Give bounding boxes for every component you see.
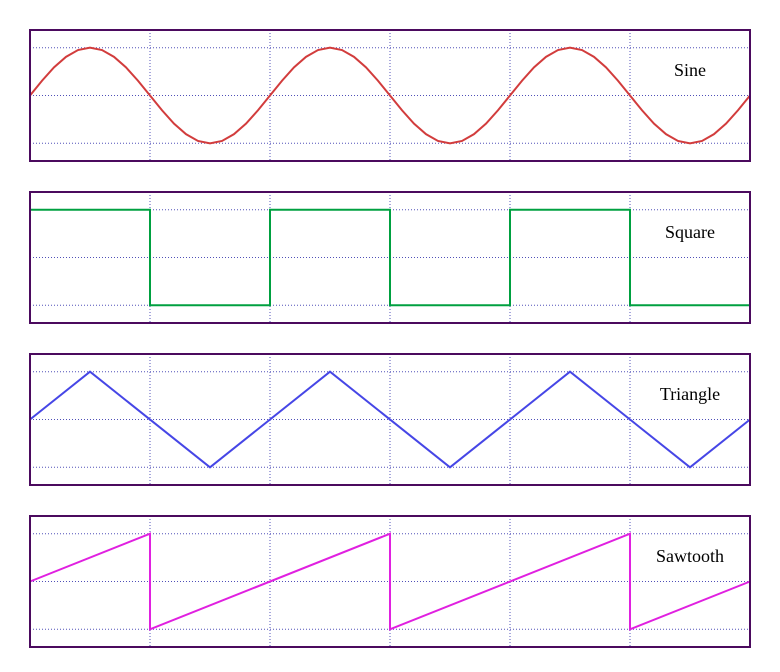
waveform-label: Triangle bbox=[660, 384, 720, 404]
panel-frame bbox=[29, 353, 751, 486]
waveform bbox=[29, 532, 751, 631]
waveform bbox=[30, 208, 750, 307]
waveform bbox=[29, 46, 751, 145]
waveform-label: Sawtooth bbox=[656, 546, 724, 566]
waveform-label: Square bbox=[665, 222, 715, 242]
waveform-label: Sine bbox=[674, 60, 706, 80]
panel-frame bbox=[29, 29, 751, 162]
panel-frame bbox=[29, 191, 751, 324]
panel-frame bbox=[29, 515, 751, 648]
waveform bbox=[29, 370, 751, 469]
